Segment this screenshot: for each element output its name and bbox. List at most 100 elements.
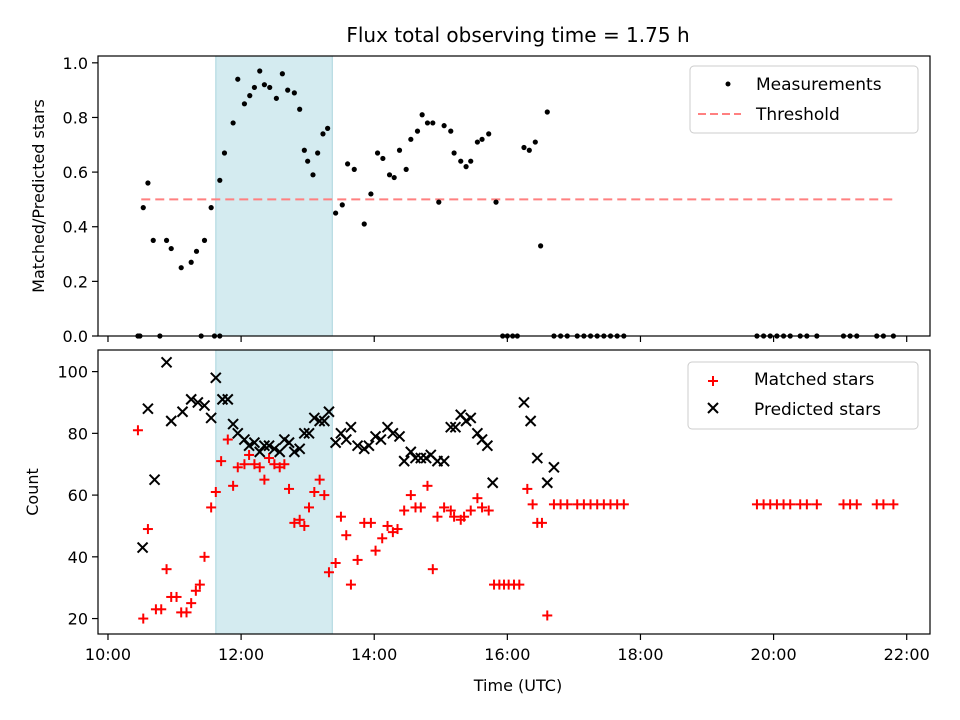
measurement-point xyxy=(267,84,273,91)
x-tick-label: 14:00 xyxy=(351,645,397,664)
matched-star-point xyxy=(294,514,305,525)
measurement-point xyxy=(221,150,228,156)
measurement-point xyxy=(396,147,403,153)
matched-star-point xyxy=(299,520,310,531)
matched-star-point xyxy=(465,505,476,516)
legend-label-matched: Matched stars xyxy=(754,370,874,390)
measurement-point xyxy=(339,202,345,208)
predicted-star-point xyxy=(518,396,530,409)
top-axes-frame xyxy=(97,55,931,337)
y-tick-label: 100 xyxy=(57,363,88,382)
measurement-point xyxy=(351,166,357,172)
measurement-point xyxy=(391,174,397,181)
matched-star-point xyxy=(449,511,460,522)
measurement-point xyxy=(436,199,442,205)
matched-star-point xyxy=(785,499,796,510)
y-tick-label: 40 xyxy=(68,548,88,567)
predicted-star-point xyxy=(210,372,222,384)
matched-star-point xyxy=(156,604,167,615)
measurement-point xyxy=(208,205,214,211)
measurement-point xyxy=(538,243,544,249)
matched-star-point xyxy=(415,502,426,513)
matched-star-point xyxy=(222,434,233,445)
predicted-star-point xyxy=(471,427,484,440)
matched-star-point xyxy=(562,499,573,510)
measurement-point xyxy=(145,180,151,186)
matched-star-point xyxy=(399,505,410,516)
legend-box xyxy=(689,65,919,134)
measurement-point xyxy=(451,150,457,156)
matched-star-point xyxy=(210,487,221,497)
predicted-star-point xyxy=(375,433,387,446)
top-x-ticks xyxy=(107,336,908,342)
y-tick-label: 60 xyxy=(68,486,88,505)
measurement-point xyxy=(448,128,454,134)
matched-star-point xyxy=(232,462,243,473)
matched-star-point xyxy=(618,499,629,510)
matched-star-point xyxy=(303,502,314,513)
matched-star-point xyxy=(445,505,456,516)
highlight-span xyxy=(215,55,333,337)
predicted-star-point xyxy=(136,541,149,554)
measurement-point xyxy=(273,95,279,101)
measurement-point xyxy=(414,128,421,134)
matched-star-point xyxy=(216,456,227,467)
matched-star-point xyxy=(527,499,538,510)
matched-star-point xyxy=(264,453,275,464)
top-legend: Measurements Threshold xyxy=(689,65,919,134)
matched-star-point xyxy=(477,502,488,513)
matched-star-point xyxy=(190,585,201,596)
predicted-star-point xyxy=(481,439,494,452)
predicted-star-point xyxy=(165,415,177,427)
measurement-point xyxy=(374,150,381,156)
legend-marker-matched xyxy=(708,376,718,386)
measurement-point xyxy=(430,120,436,126)
top-panel: 0.0 0.2 0.4 0.6 0.8 1.0 Matched/Predicted sta… xyxy=(29,54,931,346)
measurement-point xyxy=(168,245,174,252)
matched-star-point xyxy=(249,459,260,470)
matched-star-point xyxy=(801,499,812,510)
y-tick-label: 20 xyxy=(68,610,88,629)
legend-box xyxy=(687,361,919,430)
matched-star-point xyxy=(289,517,300,528)
matched-star-point xyxy=(377,533,388,544)
x-tick-label: 16:00 xyxy=(484,645,530,664)
matched-star-point xyxy=(439,502,450,513)
legend-marker-measurements xyxy=(725,81,731,87)
measurement-point xyxy=(279,71,285,77)
predicted-star-point xyxy=(369,430,382,443)
measurement-point xyxy=(217,177,223,183)
measurement-point xyxy=(361,221,367,227)
y-tick-label: 0.0 xyxy=(63,327,88,346)
x-tick-label: 22:00 xyxy=(884,645,930,664)
predicted-star-point xyxy=(254,446,266,458)
measurement-point xyxy=(380,155,386,162)
measurement-point xyxy=(441,123,447,129)
predicted-star-point xyxy=(393,430,406,443)
matched-star-point xyxy=(811,499,822,510)
matched-star-point xyxy=(422,480,433,491)
matched-star-point xyxy=(335,511,346,522)
predicted-star-point xyxy=(198,399,211,412)
matched-star-point xyxy=(345,579,356,590)
measurement-point xyxy=(544,109,550,115)
matched-star-point xyxy=(138,613,149,624)
predicted-star-point xyxy=(142,402,154,415)
matched-star-point xyxy=(522,483,533,494)
legend-label-measurements: Measurements xyxy=(756,75,882,95)
measurement-point xyxy=(463,164,469,170)
matched-star-point xyxy=(309,487,320,497)
predicted-star-point xyxy=(323,406,335,418)
measurement-point xyxy=(235,76,241,82)
measurement-point xyxy=(526,147,532,153)
measurement-point xyxy=(291,90,297,96)
measurement-point xyxy=(251,84,258,91)
predicted-star-point xyxy=(318,415,331,427)
measurement-point xyxy=(201,237,208,243)
predicted-star-point xyxy=(465,412,477,424)
measurement-point xyxy=(532,139,538,145)
measurement-point xyxy=(403,166,409,172)
chart-title: Flux total observing time = 1.75 h xyxy=(346,23,689,47)
predicted-star-point xyxy=(222,393,234,406)
